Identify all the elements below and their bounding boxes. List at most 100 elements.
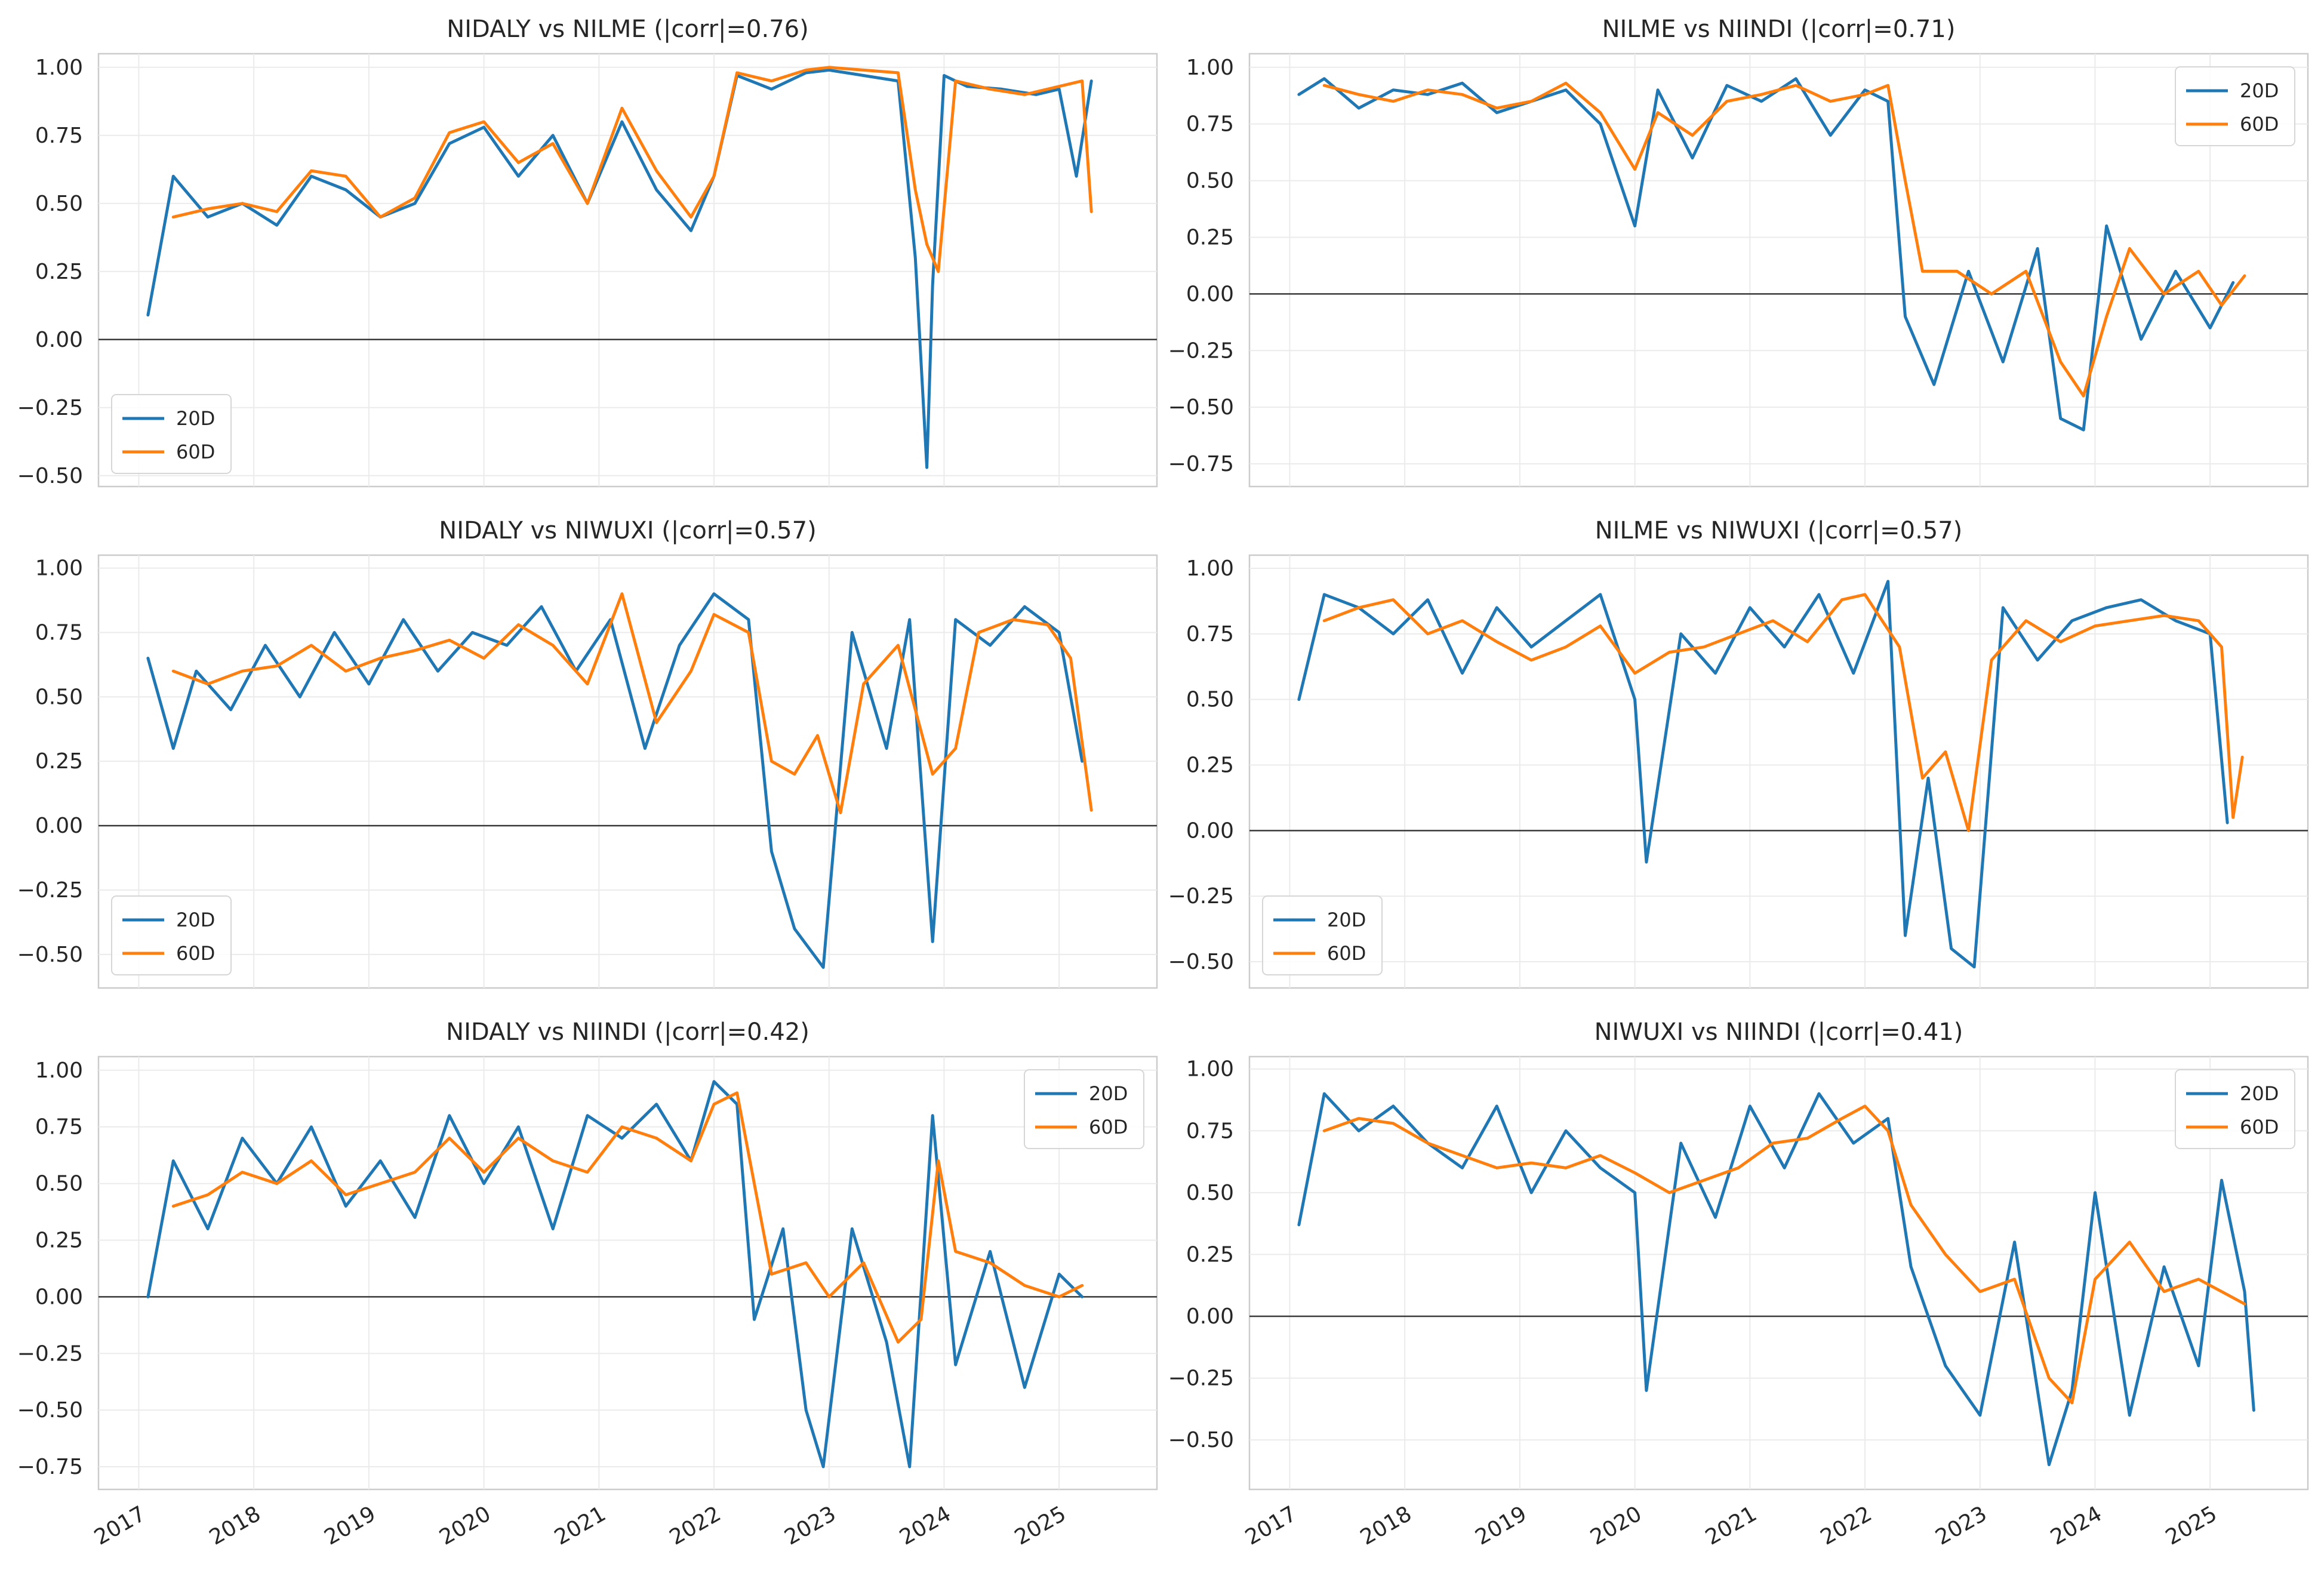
chart-panel-6: 2017 2018 2019 2020 2021 2022 2023 2024 2025 −0.5… [1168,1018,2309,1550]
y-tick-label: −0.50 [17,464,83,488]
series-line-20d [1297,580,2229,969]
y-tick-label: −0.75 [17,1455,83,1479]
chart-title: NIWUXI vs NIINDI (|corr|=0.41) [1595,1018,1963,1046]
y-tick-label: 0.25 [35,260,83,284]
series-line-20d [146,1080,1084,1469]
x-tick-label: 2024 [895,1501,955,1550]
y-tick-label: 0.00 [35,1285,83,1309]
legend-box [111,895,232,975]
y-tick-label: 1.00 [1186,1057,1234,1082]
x-tick-label: 2020 [435,1501,495,1550]
x-tick-label: 2019 [321,1501,380,1550]
y-tick-label: 0.50 [1186,169,1234,193]
legend-label: 60D [2240,113,2279,136]
y-tick-label: 0.25 [1186,225,1234,250]
legend: 20D 60D [111,895,232,975]
plot-area [97,1055,1158,1491]
series-line-60d [1322,593,2244,832]
y-tick-label: 0.75 [35,124,83,148]
x-tick-label: 2021 [550,1501,610,1550]
x-tick-label: 2019 [1472,1501,1531,1550]
chart-panel-3: −0.50 −0.25 0.00 0.25 0.50 0.75 1.00 NIDALY vs … [17,517,1158,989]
y-tick-label: −0.50 [1168,950,1234,974]
legend-label: 60D [2240,1116,2279,1138]
plot-area [97,554,1158,989]
x-tick-label: 2021 [1701,1501,1761,1550]
y-tick-label: −0.50 [17,1398,83,1423]
chart-panel-4: −0.50 −0.25 0.00 0.25 0.50 0.75 1.00 NILME vs N… [1168,517,2309,989]
chart-panel-5: 2017 2018 2019 2020 2021 2022 2023 2024 2025 −0.7… [17,1018,1158,1550]
plot-area [1248,1055,2309,1491]
series-line-60d [1322,81,2246,398]
chart-title: NILME vs NIINDI (|corr|=0.71) [1602,16,1956,43]
legend-label: 60D [176,441,215,463]
y-tick-label: 0.25 [35,749,83,774]
legend-box [2175,1069,2295,1149]
y-tick-label: 1.00 [1186,556,1234,581]
y-tick-label: 0.00 [1186,1304,1234,1329]
series-line-20d [1297,77,2235,432]
y-tick-label: 0.75 [1186,622,1234,647]
legend: 20D 60D [111,394,232,474]
y-tick-label: 0.00 [35,328,83,352]
legend-label: 60D [176,942,215,965]
chart-panel-1: −0.50 −0.25 0.00 0.25 0.50 0.75 1.00 NIDALY vs … [17,16,1158,488]
series-line-60d [171,1091,1084,1344]
chart-title: NIDALY vs NILME (|corr|=0.76) [447,16,808,43]
plot-area [1248,554,2309,989]
legend-label: 60D [1327,942,1366,965]
legend-box [111,394,232,474]
y-tick-label: −0.25 [17,1341,83,1366]
y-tick-label: 0.00 [1186,818,1234,843]
y-tick-label: −0.25 [1168,1366,1234,1391]
plot-area [97,53,1158,488]
legend-box [1262,895,1383,975]
legend-box [1024,1069,1144,1149]
chart-panel-2: −0.75 −0.50 −0.25 0.00 0.25 0.50 0.75 1.00 NILME… [1168,16,2309,488]
legend-box [2175,66,2295,146]
y-tick-label: 0.75 [35,620,83,645]
y-tick-label: −0.25 [17,396,83,420]
y-tick-label: 1.00 [35,56,83,80]
series-line-20d [146,592,1084,969]
legend-label: 20D [1327,909,1366,931]
y-tick-label: −0.25 [1168,338,1234,363]
y-tick-label: 1.00 [1186,56,1234,80]
y-tick-label: 0.75 [35,1115,83,1140]
y-tick-label: 0.50 [35,1172,83,1196]
y-tick-label: 0.25 [1186,753,1234,778]
y-tick-label: 0.50 [1186,1181,1234,1205]
y-tick-label: 0.25 [1186,1242,1234,1267]
legend-label: 20D [2240,1082,2279,1105]
y-tick-label: 0.50 [35,192,83,216]
y-tick-label: −0.25 [1168,884,1234,909]
plot-area [1248,53,2309,488]
legend-label: 20D [176,407,215,430]
legend-label: 60D [1089,1116,1128,1138]
x-tick-label: 2025 [1011,1501,1070,1550]
y-tick-label: 0.75 [1186,1119,1234,1143]
y-tick-label: 0.25 [35,1228,83,1252]
x-tick-label: 2017 [1241,1501,1301,1550]
chart-title: NILME vs NIWUXI (|corr|=0.57) [1595,517,1963,544]
y-tick-label: 0.50 [1186,688,1234,712]
x-tick-label: 2022 [666,1501,725,1550]
chart-title: NIDALY vs NIINDI (|corr|=0.42) [446,1018,809,1046]
x-tick-label: 2023 [1931,1501,1991,1550]
y-tick-label: −0.50 [1168,1428,1234,1452]
x-tick-label: 2022 [1817,1501,1876,1550]
y-tick-label: 0.75 [1186,112,1234,137]
y-tick-label: 0.00 [35,814,83,838]
series-line-60d [171,66,1093,273]
series-line-60d [171,592,1093,814]
legend-label: 20D [176,909,215,931]
y-tick-label: 0.50 [35,685,83,709]
y-tick-label: −0.25 [17,878,83,903]
x-tick-label: 2024 [2046,1501,2106,1550]
x-tick-label: 2017 [90,1501,150,1550]
x-tick-label: 2018 [1356,1501,1416,1550]
legend-label: 20D [1089,1082,1128,1105]
y-tick-label: 1.00 [35,1058,83,1083]
y-tick-label: −0.75 [1168,452,1234,476]
